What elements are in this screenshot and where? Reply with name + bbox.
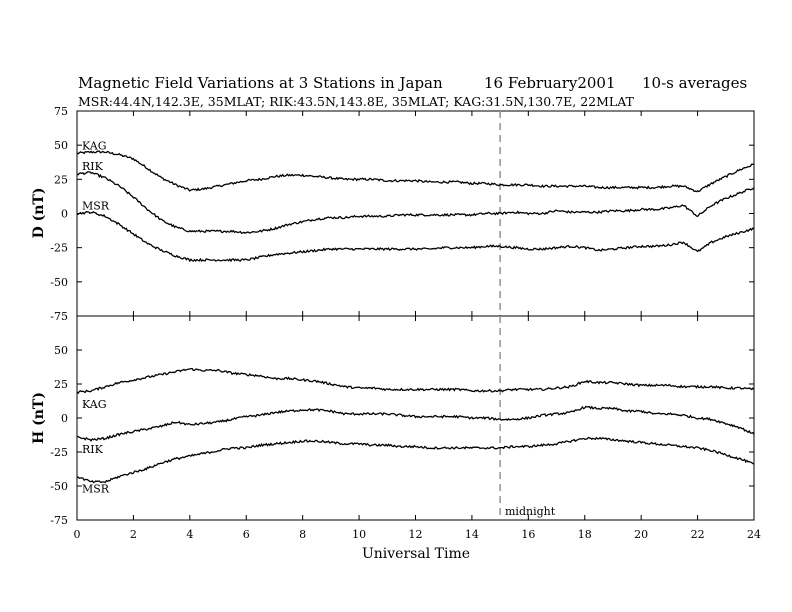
panel-1-label-kag: KAG xyxy=(82,398,107,411)
panel-0-ytick-label: 75 xyxy=(54,105,68,118)
panel-0-series-rik xyxy=(76,171,755,234)
panel-0-label-rik: RIK xyxy=(82,160,104,173)
panel-0-ytick-label: -75 xyxy=(50,310,68,323)
x-tick-label: 24 xyxy=(747,528,761,541)
x-tick-label: 12 xyxy=(409,528,423,541)
panel-0-label-kag: KAG xyxy=(82,139,107,152)
x-tick-label: 4 xyxy=(186,528,193,541)
panel-1-ytick-label: 25 xyxy=(54,378,68,391)
panels-group: 75 50 25 0 -25 -50 -75 KAG RIK MSR 50 25 0 -25 -50 -75 0… xyxy=(50,105,761,541)
chart-date: 16 February2001 xyxy=(484,74,616,92)
x-tick-label: 2 xyxy=(130,528,137,541)
x-tick-label: 16 xyxy=(521,528,535,541)
panel-0-series-kag xyxy=(76,150,754,193)
panel-1-ytick-label: -25 xyxy=(50,446,68,459)
panel-0-ytick-label: -25 xyxy=(50,242,68,255)
x-tick-label: 20 xyxy=(634,528,648,541)
panel-1-ytick-label: 50 xyxy=(54,344,68,357)
panel-d-ylabel: D (nT) xyxy=(31,188,47,239)
panel-0-ytick-label: 0 xyxy=(61,208,68,221)
panel-0-ytick-label: 50 xyxy=(54,139,68,152)
panel-0-label-msr: MSR xyxy=(82,200,110,213)
panel-1-series-msr xyxy=(77,436,755,484)
x-tick-label: 10 xyxy=(352,528,366,541)
x-axis-label: Universal Time xyxy=(362,546,470,562)
panel-0-ytick-label: -50 xyxy=(50,276,68,289)
midnight-label: midnight xyxy=(505,505,556,518)
panel-0-frame xyxy=(76,110,755,317)
panel-1-series-kag xyxy=(76,367,755,395)
panel-1-ytick-label: -75 xyxy=(50,514,68,527)
panel-0-ytick-label: 25 xyxy=(54,173,68,186)
x-tick-label: 14 xyxy=(465,528,479,541)
panel-1-ytick-label: -50 xyxy=(50,480,68,493)
panel-1-label-msr: MSR xyxy=(82,483,110,496)
x-tick-label: 0 xyxy=(74,528,81,541)
x-tick-label: 22 xyxy=(691,528,705,541)
panel-0-series-msr xyxy=(76,210,755,263)
x-tick-label: 8 xyxy=(299,528,306,541)
panel-1-ytick-label: 0 xyxy=(61,412,68,425)
chart-title: Magnetic Field Variations at 3 Stations … xyxy=(78,74,443,92)
chart-subtitle: MSR:44.4N,142.3E, 35MLAT; RIK:43.5N,143.… xyxy=(78,94,635,109)
x-tick-label: 18 xyxy=(578,528,592,541)
chart-averaging: 10-s averages xyxy=(642,74,747,92)
panel-1-label-rik: RIK xyxy=(82,443,104,456)
panel-h-ylabel: H (nT) xyxy=(31,392,47,444)
panel-1-series-rik xyxy=(76,405,755,442)
x-tick-label: 6 xyxy=(243,528,250,541)
